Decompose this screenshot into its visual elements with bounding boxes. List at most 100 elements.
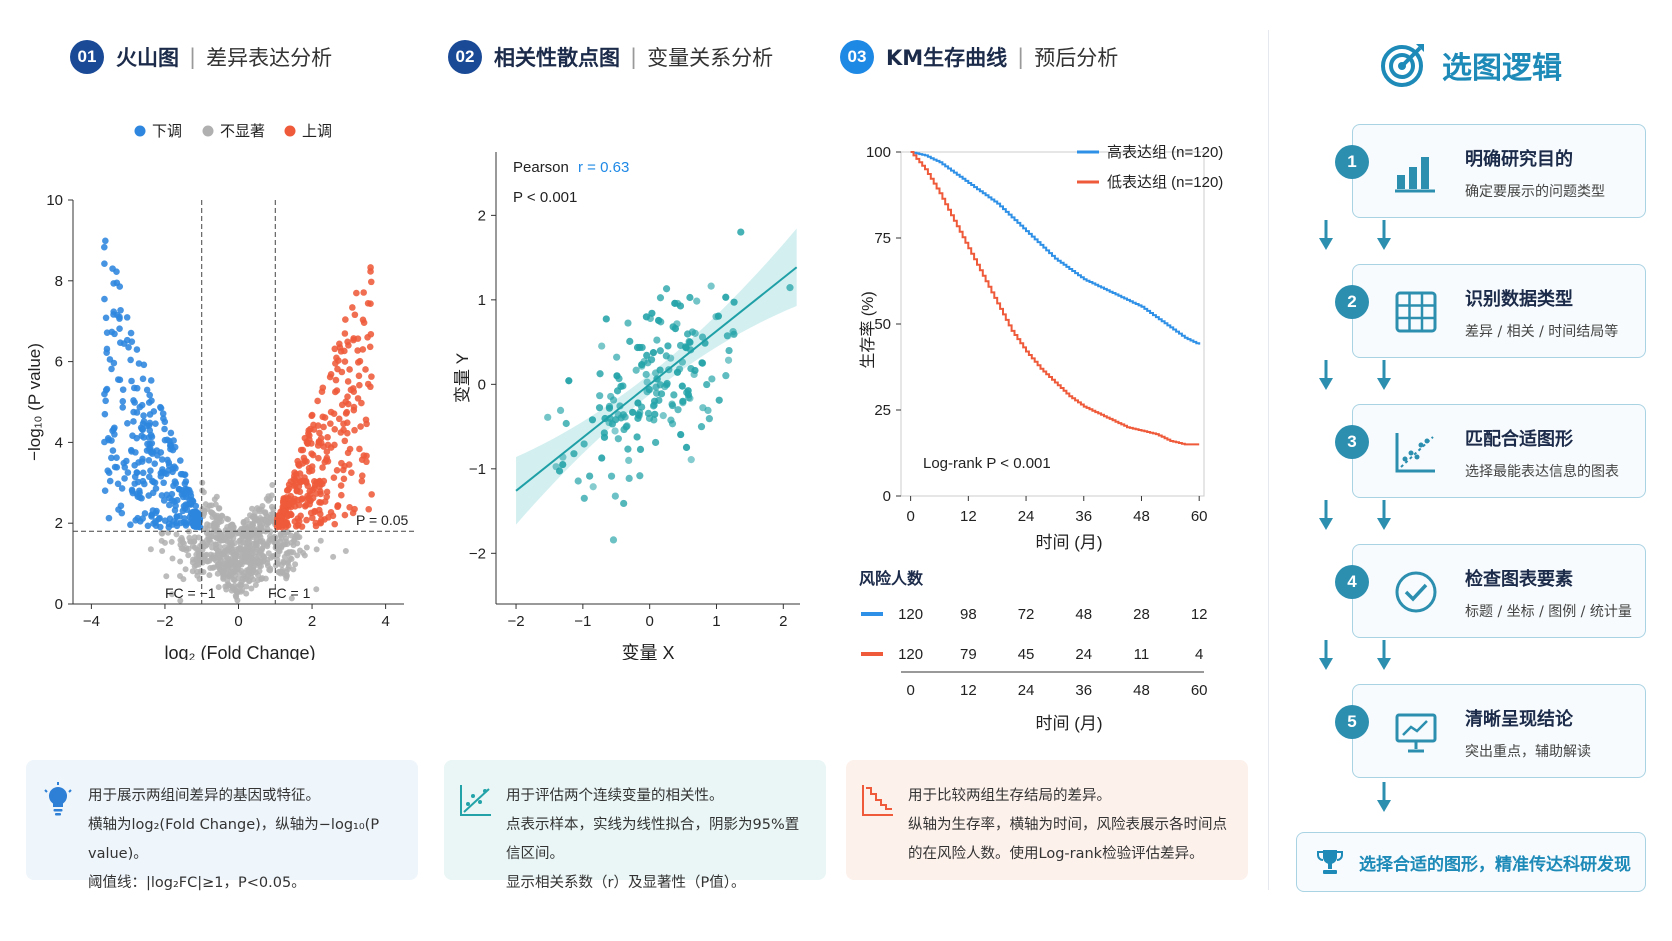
- point-down: [156, 514, 163, 522]
- scatter-point: [786, 284, 794, 292]
- tick-label: −2: [156, 613, 173, 630]
- point-ns: [226, 548, 233, 555]
- point-ns: [243, 567, 250, 574]
- step-title: 清晰呈现结论: [1465, 709, 1573, 730]
- x-axis-label: 时间 (月): [1035, 533, 1102, 552]
- point-ns: [233, 588, 240, 595]
- point-up: [338, 491, 345, 499]
- point-down: [173, 513, 181, 520]
- point-up: [312, 519, 320, 527]
- logrank-label: Log-rank P < 0.001: [923, 455, 1051, 472]
- point-ns: [182, 566, 189, 573]
- point-ns: [253, 536, 260, 543]
- point-ns: [232, 559, 239, 566]
- point-ns: [257, 522, 264, 529]
- point-down: [121, 464, 129, 471]
- point-up: [333, 466, 341, 474]
- point-up: [311, 477, 318, 485]
- point-down: [147, 377, 155, 384]
- panel-header-scatter: 02 相关性散点图 | 变量关系分析: [448, 40, 773, 74]
- scatter-point: [611, 427, 619, 435]
- flow-arrows: [1319, 220, 1391, 812]
- tick-label: 72: [1018, 606, 1035, 623]
- point-ns: [256, 558, 263, 565]
- point-down: [106, 477, 114, 485]
- tick-label: 28: [1133, 606, 1150, 623]
- point-down: [128, 338, 136, 345]
- logic-step-4: 4 检查图表要素 标题 / 坐标 / 图例 / 统计量: [1335, 544, 1646, 638]
- presentation-icon: [1395, 713, 1437, 753]
- point-up: [297, 446, 305, 454]
- point-up: [303, 496, 311, 503]
- scatter-point: [676, 302, 685, 310]
- scatter-point: [682, 344, 690, 352]
- scatter-point: [636, 408, 644, 417]
- point-ns: [290, 542, 297, 549]
- scatter-point: [588, 416, 597, 424]
- point-up: [279, 499, 287, 507]
- scatter-point: [586, 472, 594, 480]
- tick-label: 75: [874, 230, 891, 247]
- point-up: [354, 335, 362, 342]
- point-up: [323, 448, 331, 456]
- point-down: [108, 365, 115, 373]
- tick-label: 36: [1075, 682, 1092, 699]
- tick-label: 48: [1075, 606, 1092, 623]
- scatter-point: [611, 492, 619, 500]
- point-up: [332, 388, 339, 396]
- point-down: [127, 356, 134, 364]
- point-ns: [216, 555, 223, 562]
- point-ns: [173, 531, 180, 538]
- point-down: [148, 477, 156, 485]
- y-axis-label: −log₁₀ (P value): [25, 343, 44, 461]
- point-down: [117, 339, 124, 346]
- point-up: [314, 442, 322, 449]
- point-down: [172, 502, 179, 510]
- point-ns: [246, 577, 253, 584]
- point-up: [356, 381, 363, 389]
- point-ns: [228, 587, 235, 594]
- volcano-legend: 下调 不显著 上调: [134, 123, 332, 140]
- point-ns: [204, 541, 211, 548]
- legend-label-up: 上调: [302, 123, 332, 140]
- point-down: [140, 434, 148, 441]
- point-down: [169, 468, 176, 476]
- point-up: [340, 420, 347, 428]
- point-up: [319, 480, 326, 488]
- point-down: [161, 425, 168, 433]
- point-down: [148, 397, 155, 404]
- point-up: [367, 278, 375, 286]
- point-down: [124, 420, 131, 427]
- point-ns: [178, 545, 185, 552]
- tick-label: 45: [1018, 646, 1035, 663]
- step-subtitle: 选择最能表达信息的图表: [1465, 464, 1619, 480]
- point-down: [148, 511, 156, 519]
- point-ns: [199, 479, 206, 486]
- point-down: [129, 489, 137, 497]
- point-down: [116, 376, 124, 384]
- point-up: [286, 510, 294, 517]
- point-up: [364, 380, 372, 388]
- tick-label: 24: [1018, 508, 1035, 525]
- correlation-scatter-plot: −2 −1 0 1 2 −2 −1 0 1 2 Pearson r = 0.63 P < 0.0…: [453, 152, 800, 660]
- tick-label: 10: [46, 192, 63, 209]
- y-axis-label: 变量 Y: [453, 353, 472, 403]
- point-ns: [264, 543, 271, 550]
- point-up: [301, 503, 309, 510]
- point-up: [344, 393, 351, 400]
- point-down: [101, 410, 109, 418]
- scatter-point: [598, 454, 606, 462]
- scatter-point: [730, 298, 738, 306]
- risk-table-title: 风险人数: [859, 569, 924, 588]
- point-down: [189, 519, 196, 527]
- scatter-point: [580, 494, 588, 502]
- point-down: [130, 408, 137, 416]
- point-up: [290, 476, 298, 483]
- scatter-point: [678, 382, 686, 390]
- point-down: [127, 521, 134, 529]
- point-ns: [290, 566, 297, 573]
- point-up: [304, 440, 311, 447]
- y-tick-labels: 0 25 50 75 100: [866, 144, 901, 505]
- point-down: [152, 420, 159, 427]
- tick-label: 4: [381, 613, 389, 630]
